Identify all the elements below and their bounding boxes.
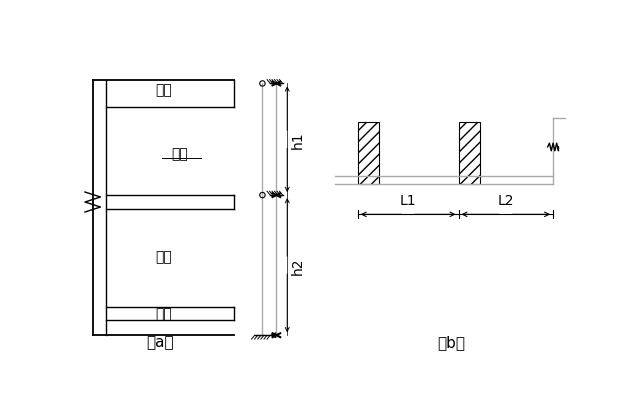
Text: 顶板: 顶板 <box>156 83 173 97</box>
Text: （b）: （b） <box>437 334 465 349</box>
Text: 楼板: 楼板 <box>156 250 173 264</box>
Text: h1: h1 <box>290 131 304 149</box>
Bar <box>459 123 480 185</box>
Text: h2: h2 <box>290 257 304 274</box>
Text: 底板: 底板 <box>156 307 173 321</box>
Text: L1: L1 <box>400 194 416 208</box>
Text: （a）: （a） <box>146 334 174 349</box>
Text: 侧壁: 侧壁 <box>171 146 188 160</box>
Text: L2: L2 <box>498 194 514 208</box>
Bar <box>358 123 379 185</box>
